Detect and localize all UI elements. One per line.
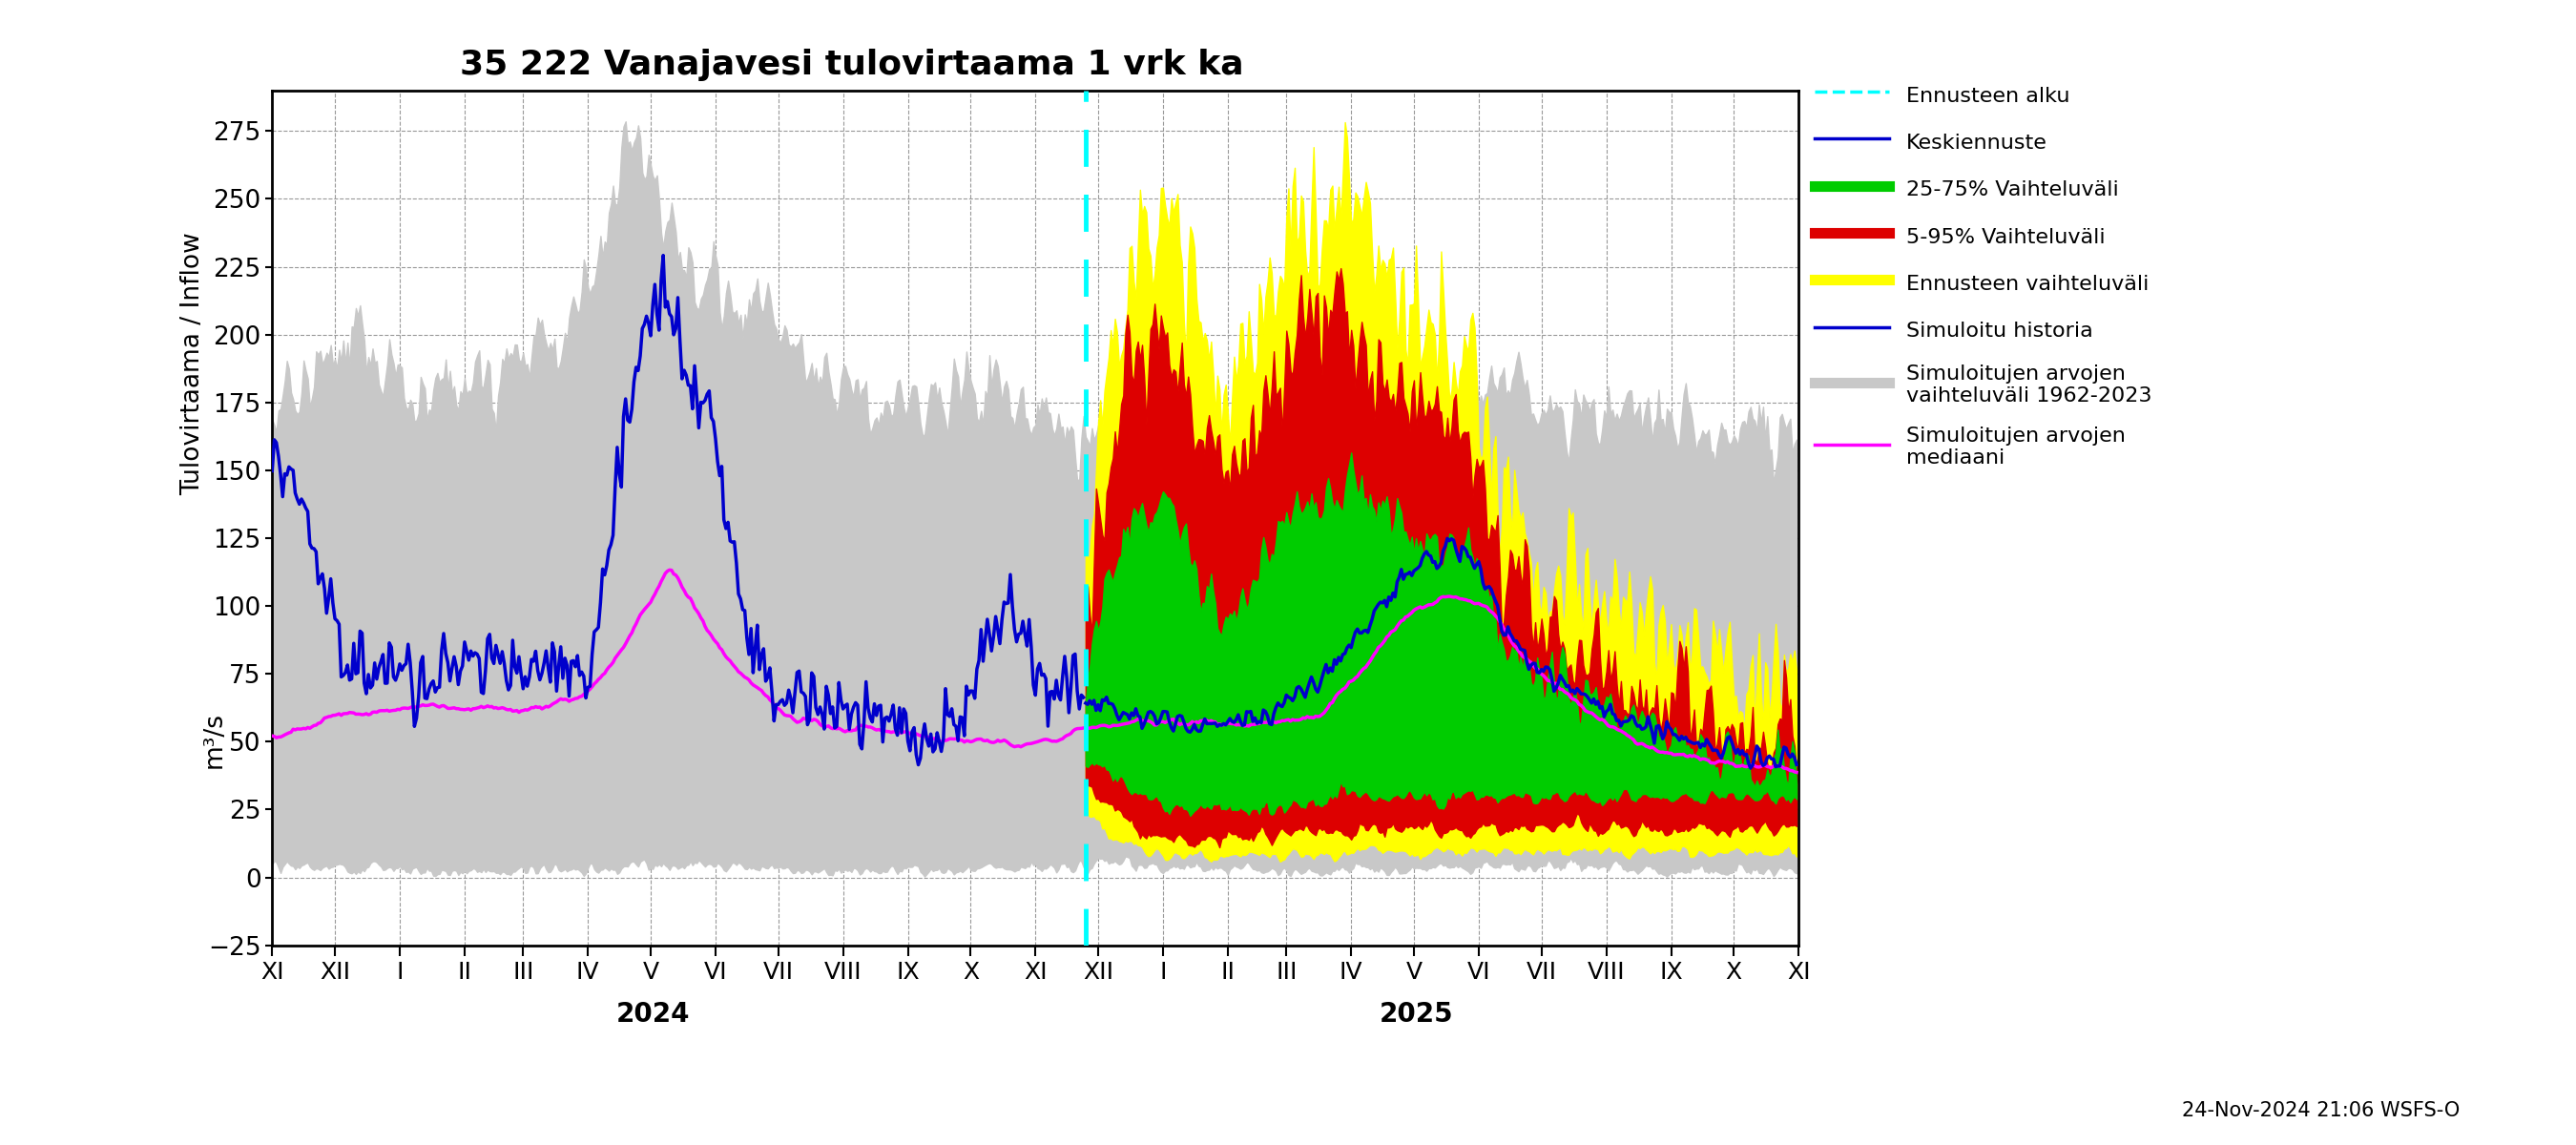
Text: 24-Nov-2024 21:06 WSFS-O: 24-Nov-2024 21:06 WSFS-O [2182,1100,2460,1120]
Title: 35 222 Vanajavesi tulovirtaama 1 vrk ka: 35 222 Vanajavesi tulovirtaama 1 vrk ka [461,48,1244,81]
Text: 2024: 2024 [616,1001,690,1028]
Legend: Ennusteen alku, Keskiennuste, 25-75% Vaihteluväli, 5-95% Vaihteluväli, Ennusteen: Ennusteen alku, Keskiennuste, 25-75% Vai… [1806,73,2161,476]
Text: 2025: 2025 [1378,1001,1453,1028]
Text: m³/s: m³/s [201,712,227,768]
Text: Tulovirtaama / Inflow: Tulovirtaama / Inflow [180,232,206,496]
